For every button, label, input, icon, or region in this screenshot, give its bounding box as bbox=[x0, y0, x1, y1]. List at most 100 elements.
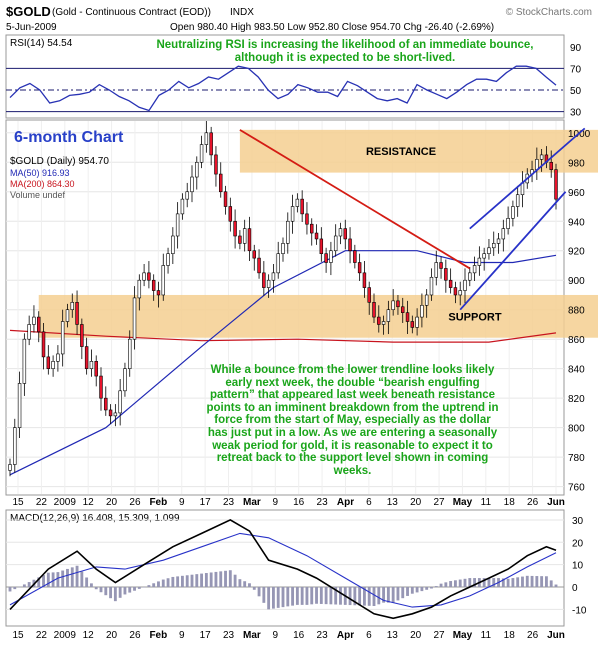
candle bbox=[65, 303, 70, 328]
macd-x-label: 27 bbox=[433, 630, 445, 641]
candle-body-up bbox=[142, 272, 146, 281]
candle bbox=[195, 156, 199, 190]
candle-body-up bbox=[381, 321, 386, 325]
macd-x-label: 26 bbox=[527, 630, 539, 641]
candle bbox=[104, 386, 108, 416]
macd-hist-bar bbox=[75, 565, 79, 587]
candle bbox=[70, 293, 74, 318]
macd-x-label: 22 bbox=[36, 630, 48, 641]
macd-hist-bar bbox=[367, 587, 371, 606]
candle bbox=[305, 202, 309, 235]
candle-body-down bbox=[151, 279, 156, 291]
macd-hist-bar bbox=[315, 587, 318, 604]
macd-hist-bar bbox=[109, 587, 113, 599]
candle bbox=[295, 193, 300, 213]
candle-body-up bbox=[180, 198, 185, 215]
macd-x-label: 17 bbox=[200, 630, 212, 641]
candle-body-down bbox=[401, 306, 405, 313]
macd-hist-bar bbox=[70, 567, 74, 587]
macd-hist-bar bbox=[8, 587, 12, 592]
macd-hist-bar bbox=[204, 573, 208, 587]
candle bbox=[247, 216, 252, 262]
candle-body-up bbox=[511, 206, 515, 219]
macd-hist-bar bbox=[444, 582, 448, 587]
price-annotation-box: While a bounce from the lower trendline … bbox=[206, 364, 499, 477]
candle bbox=[151, 274, 156, 301]
macd-hist-bar bbox=[248, 583, 251, 587]
candle bbox=[329, 241, 333, 276]
band-support bbox=[38, 294, 598, 338]
macd-hist-bar bbox=[530, 575, 534, 587]
macd-hist-bar bbox=[56, 572, 60, 587]
candle-body-up bbox=[333, 235, 338, 252]
macd-tick-label: -10 bbox=[572, 605, 587, 616]
macd-hist-bar bbox=[295, 587, 299, 605]
macd-x-label: 11 bbox=[481, 630, 492, 641]
macd-signal-line bbox=[9, 532, 557, 608]
candle bbox=[353, 244, 357, 269]
macd-hist-bar bbox=[324, 587, 328, 605]
macd-hist-bar bbox=[329, 587, 333, 605]
candle bbox=[56, 345, 60, 372]
price-tick-label: 820 bbox=[568, 394, 585, 405]
candle bbox=[166, 247, 170, 274]
macd-hist-bar bbox=[281, 587, 285, 608]
candle-body-up bbox=[195, 161, 199, 178]
candle bbox=[487, 238, 491, 260]
candle-body-up bbox=[65, 309, 70, 322]
macd-hist-bar bbox=[104, 587, 108, 596]
macd-axis: 30 20 10 0 -10 bbox=[572, 516, 587, 616]
candle-body-up bbox=[161, 265, 165, 296]
macd-hist-bar bbox=[549, 580, 553, 587]
macd-x-label: 26 bbox=[129, 630, 141, 641]
macd-hist-bar bbox=[142, 587, 146, 588]
price-x-label: 18 bbox=[504, 497, 516, 508]
price-annotation: While a bounce from the lower trendline … bbox=[206, 364, 499, 477]
macd-hist-bar bbox=[61, 570, 65, 587]
candle bbox=[41, 322, 46, 370]
macd-hist-bar bbox=[13, 587, 17, 590]
candle-body-down bbox=[46, 356, 51, 369]
candle-body-up bbox=[190, 176, 194, 193]
macd-hist-bar bbox=[166, 578, 170, 587]
macd-hist-bar bbox=[492, 578, 496, 587]
candle bbox=[415, 308, 419, 336]
candle-body-down bbox=[377, 316, 381, 325]
macd-x-label: 18 bbox=[504, 630, 516, 641]
macd-hist-bar bbox=[291, 587, 295, 606]
macd-tick-label: 10 bbox=[572, 561, 584, 572]
price-x-label: 23 bbox=[317, 497, 329, 508]
candle-body-up bbox=[56, 353, 60, 362]
macd-x-label: 15 bbox=[12, 630, 24, 641]
candle bbox=[319, 227, 324, 262]
candle bbox=[137, 274, 142, 311]
candle bbox=[37, 311, 41, 343]
price-tick-label: 960 bbox=[568, 188, 585, 199]
candle-body-down bbox=[156, 290, 161, 296]
price-x-label: 15 bbox=[12, 497, 24, 508]
candle bbox=[343, 219, 347, 250]
macd-hist-bar bbox=[535, 576, 539, 587]
candle-body-up bbox=[329, 250, 333, 263]
candle-body-up bbox=[391, 300, 395, 311]
macd-tick-label: 20 bbox=[572, 538, 584, 549]
macd-hist-bar bbox=[238, 579, 242, 587]
candle bbox=[113, 404, 118, 427]
candle-body-up bbox=[166, 253, 170, 266]
macd-hist-bar bbox=[521, 576, 524, 587]
candle bbox=[180, 193, 185, 220]
candle bbox=[281, 237, 285, 262]
candle-body-down bbox=[228, 206, 233, 222]
candle-body-up bbox=[501, 228, 506, 240]
candle-body-up bbox=[281, 243, 285, 254]
macd-x-label: 23 bbox=[317, 630, 329, 641]
legend-volume: Volume undef bbox=[10, 190, 66, 200]
macd-hist-bar bbox=[540, 576, 544, 587]
candle bbox=[506, 206, 510, 235]
candle bbox=[108, 404, 113, 424]
macd-hist-bar bbox=[180, 575, 184, 587]
candle-body-up bbox=[468, 272, 472, 281]
candle-body-up bbox=[185, 191, 189, 200]
candle bbox=[89, 349, 94, 377]
candle bbox=[348, 227, 352, 264]
